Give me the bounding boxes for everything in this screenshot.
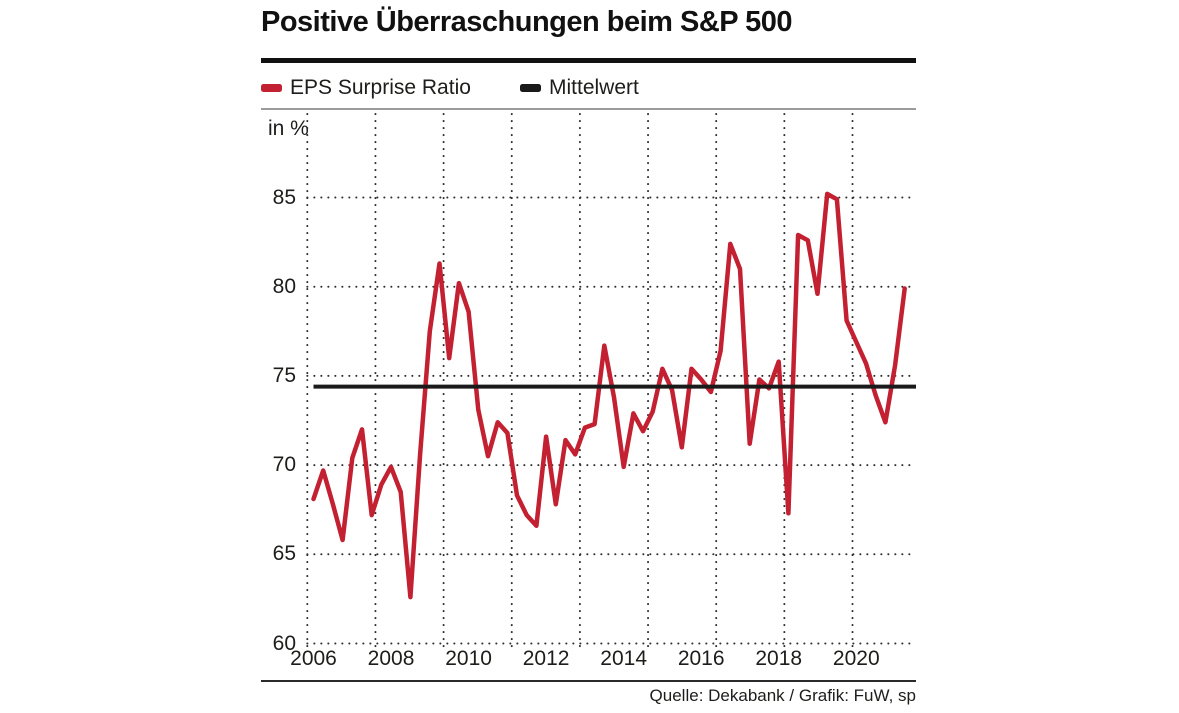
legend-swatch-black (520, 84, 541, 92)
chart-title: Positive Überraschungen beim S&P 500 (261, 6, 793, 38)
y-tick-label: 60 (272, 631, 296, 655)
legend: EPS Surprise Ratio Mittelwert (261, 72, 916, 104)
legend-item-eps-surprise-ratio: EPS Surprise Ratio (261, 72, 471, 104)
x-tick-label: 2006 (290, 647, 337, 670)
legend-label: EPS Surprise Ratio (290, 76, 471, 99)
y-tick-label: 85 (272, 185, 296, 209)
y-axis-unit-label: in % (268, 117, 309, 140)
eps-surprise-ratio-line (311, 191, 907, 600)
legend-divider-rule (261, 108, 916, 110)
y-tick-label: 65 (272, 542, 296, 566)
x-tick-label: 2018 (755, 647, 803, 670)
y-tick-label: 75 (272, 363, 296, 387)
x-tick-label: 2020 (832, 647, 880, 670)
x-tick-label: 2010 (445, 647, 492, 670)
x-tick-label: 2012 (522, 647, 570, 670)
source-credit: Quelle: Dekabank / Grafik: FuW, sp (649, 686, 916, 705)
legend-swatch-red (261, 84, 282, 92)
y-tick-label: 80 (272, 274, 296, 298)
footer-divider-rule (261, 680, 916, 682)
x-tick-label: 2014 (600, 647, 648, 670)
legend-label: Mittelwert (549, 76, 639, 99)
legend-item-mittelwert: Mittelwert (520, 72, 639, 104)
y-tick-label: 70 (272, 453, 296, 477)
x-tick-label: 2008 (367, 647, 415, 670)
title-divider-rule (261, 58, 916, 63)
x-tick-label: 2016 (677, 647, 725, 670)
